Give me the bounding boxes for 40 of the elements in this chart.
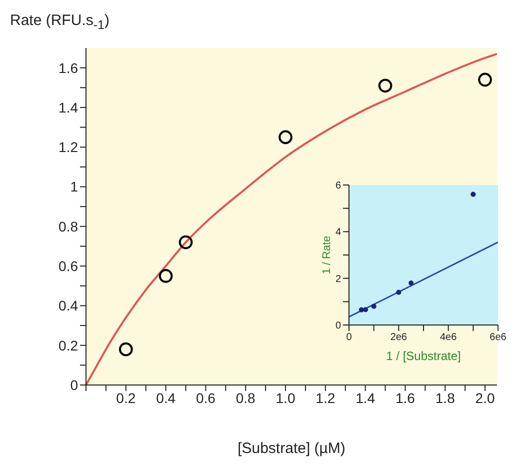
point [478, 72, 492, 87]
x-axis-title: [Substrate] (µM) [236, 440, 346, 457]
x-tick-label: 0.2 [116, 390, 136, 406]
x-tick-label: 2e6 [390, 332, 408, 344]
x-axis-title: 1 / [Substrate] [385, 349, 462, 363]
x-tick-label: 0 [346, 332, 352, 344]
point [371, 304, 376, 309]
y-tick-label: 2 [335, 274, 342, 285]
y-axis-title: 1 / Rate [321, 236, 333, 274]
x-tick-label: 1.6 [395, 390, 416, 406]
point [363, 307, 368, 312]
x-tick-label: 6e6 [490, 332, 507, 344]
y-tick-label: 0.6 [58, 258, 78, 274]
point [470, 192, 476, 197]
point [118, 342, 133, 356]
x-tick-label: 4e6 [440, 332, 458, 344]
y-axis-title: Rate (RFU.s$_{-1}$) [10, 12, 110, 32]
x-tick-label: 1.4 [356, 390, 376, 406]
x-tick-label: 1.0 [276, 390, 296, 406]
y-tick-label: 0.8 [58, 218, 78, 234]
x-tick-label: 0.4 [156, 390, 176, 406]
y-tick-label: 0 [70, 376, 78, 393]
y-tick-label: 1.4 [58, 99, 78, 116]
x-tick-label: 0.6 [196, 390, 216, 406]
point [396, 290, 402, 295]
y-tick-label: 6 [335, 180, 342, 192]
x-tick-label: 0.8 [236, 390, 256, 406]
y-tick-label: 1.2 [58, 139, 78, 156]
point [408, 280, 414, 286]
y-tick-label: 1 [70, 178, 78, 195]
point [158, 269, 173, 283]
point [278, 130, 292, 144]
point [378, 78, 392, 93]
point [178, 235, 193, 250]
y-tick-label: 1.6 [58, 60, 78, 76]
y-tick-label: 0 [335, 320, 342, 332]
x-tick-label: 2.0 [475, 390, 495, 406]
y-tick-label: 0.4 [58, 298, 78, 314]
x-tick-label: 1.8 [435, 390, 456, 406]
y-tick-label: 4 [335, 227, 342, 238]
